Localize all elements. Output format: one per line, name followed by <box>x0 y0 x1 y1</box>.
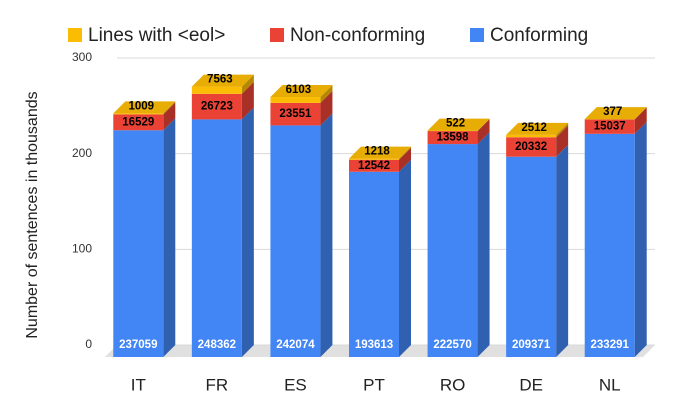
bar-side <box>241 107 254 357</box>
bar-segment <box>427 131 478 145</box>
bar-top <box>584 107 647 120</box>
legend-label: Conforming <box>490 25 588 46</box>
value-label: 12542 <box>358 160 390 172</box>
legend-swatch <box>68 28 82 42</box>
value-label: 222570 <box>433 339 471 351</box>
bar-segment <box>349 158 399 160</box>
bar-side <box>556 122 569 138</box>
value-label: 6103 <box>286 84 312 96</box>
value-label: 1218 <box>364 146 390 158</box>
x-tick-label: ES <box>284 375 307 394</box>
bar-segment <box>349 171 399 357</box>
bar-side <box>320 90 333 126</box>
bar-segment <box>506 156 557 357</box>
bar-top <box>113 101 176 114</box>
legend-label: Lines with <eol> <box>88 25 225 46</box>
bar-segment <box>584 133 635 357</box>
value-label: 7563 <box>207 74 233 86</box>
bar-top <box>506 122 569 135</box>
value-label: 2512 <box>521 122 547 134</box>
bar-side <box>399 159 411 357</box>
value-label: 26723 <box>201 101 233 113</box>
x-tick-label: PT <box>363 375 385 394</box>
x-tick-label: RO <box>440 375 466 394</box>
bar-side <box>634 121 647 358</box>
bar-segment <box>584 119 635 134</box>
legend-label: Non-conforming <box>290 25 425 46</box>
y-tick-label: 0 <box>85 337 92 351</box>
bar-top <box>191 74 254 87</box>
value-label: 20332 <box>515 141 547 153</box>
bar-segment <box>506 137 557 157</box>
value-label: 242074 <box>276 339 315 351</box>
bar-segment <box>113 114 164 131</box>
bar-segment <box>191 86 242 94</box>
value-label: 15037 <box>594 121 626 133</box>
x-tick-label: IT <box>131 375 146 394</box>
value-label: 209371 <box>512 339 551 351</box>
bar-side <box>477 132 490 357</box>
bar-side <box>634 107 647 120</box>
bar-side <box>241 81 254 120</box>
y-tick-label: 200 <box>72 146 92 160</box>
bar-segment <box>270 102 321 126</box>
value-label: 248362 <box>198 339 236 351</box>
bar-segment <box>270 97 321 103</box>
bar-side <box>477 118 490 132</box>
bar-side <box>399 147 411 172</box>
value-label: 13598 <box>437 132 470 144</box>
bar-segment <box>427 144 478 357</box>
x-tick-label: DE <box>519 375 543 394</box>
bar-segment <box>506 134 557 138</box>
bar-side <box>477 119 490 145</box>
bar-segment <box>113 130 164 357</box>
bar-segment <box>191 93 242 120</box>
bar-side <box>556 144 569 357</box>
value-label: 193613 <box>355 339 393 351</box>
y-axis-title: Number of sentences in thousands <box>24 91 41 338</box>
bar-top <box>349 146 411 159</box>
value-label: 233291 <box>591 339 630 351</box>
bar-side <box>163 118 176 357</box>
bar-side <box>241 74 254 94</box>
bar-side <box>163 102 176 131</box>
bar-top <box>270 85 333 98</box>
value-label: 16529 <box>122 116 154 128</box>
bar-segment <box>270 125 321 358</box>
y-tick-label: 100 <box>72 242 92 256</box>
bar-side <box>320 85 333 103</box>
bar-segment <box>191 119 242 357</box>
value-label: 237059 <box>119 339 157 351</box>
bar-side <box>556 125 569 157</box>
bar-side <box>634 107 647 134</box>
bar-side <box>163 101 176 115</box>
bar-side <box>399 146 411 160</box>
bar-segment <box>113 113 164 115</box>
x-tick-label: FR <box>206 375 229 394</box>
value-label: 1009 <box>128 100 154 112</box>
value-label: 377 <box>603 106 622 118</box>
legend-swatch <box>470 28 484 42</box>
y-tick-label: 300 <box>72 50 92 64</box>
bar-top <box>427 118 490 131</box>
legend-swatch <box>270 28 284 42</box>
bar-side <box>320 113 333 358</box>
bar-segment <box>349 159 399 172</box>
x-tick-label: NL <box>599 375 621 394</box>
value-label: 23551 <box>279 108 312 120</box>
value-label: 522 <box>446 118 465 130</box>
